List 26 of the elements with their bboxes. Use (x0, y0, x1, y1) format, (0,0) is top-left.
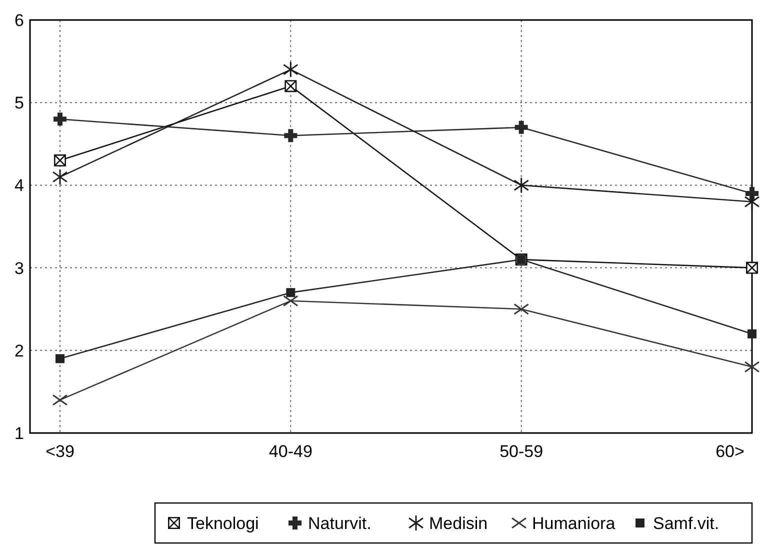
point (286, 288, 296, 298)
legend-label: Humaniora (532, 514, 616, 533)
y-tick-label: 3 (14, 258, 24, 278)
x-tick-label: 50-59 (500, 442, 544, 461)
point (52, 169, 68, 184)
y-tick-label: 6 (14, 10, 24, 30)
y-tick-label: 4 (14, 176, 24, 196)
x-tick-label: 60> (716, 442, 744, 461)
point (744, 361, 760, 372)
point (744, 194, 760, 210)
y-tick-label: 2 (14, 341, 24, 360)
x-tick-label: 40-49 (268, 442, 312, 461)
point (283, 62, 298, 78)
legend-label: Naturvit. (308, 514, 372, 533)
x-tick-label: <39 (46, 442, 74, 461)
legend-label: Medisin (429, 514, 488, 533)
point (56, 354, 64, 364)
point (283, 295, 298, 306)
y-tick-label: 1 (14, 424, 24, 443)
legend-label: Samf.vit. (653, 514, 720, 533)
legend-label: Teknologi (187, 514, 259, 533)
y-tick-label: 5 (14, 94, 24, 113)
point (748, 329, 756, 338)
point (52, 394, 68, 406)
point (514, 178, 529, 193)
point (514, 304, 529, 315)
